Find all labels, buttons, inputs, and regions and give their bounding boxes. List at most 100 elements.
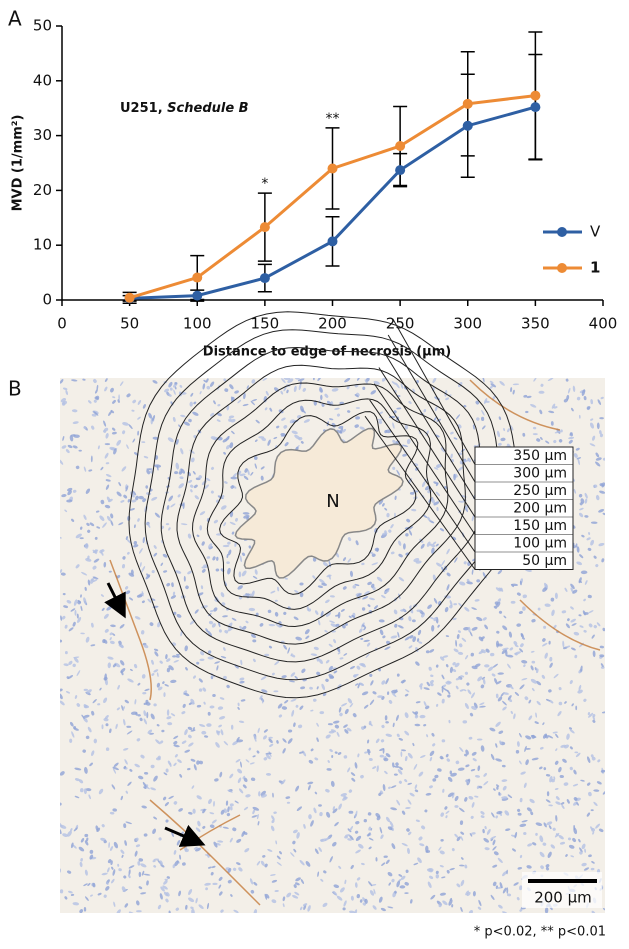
cell xyxy=(495,721,501,727)
cell xyxy=(454,795,459,802)
cell xyxy=(83,704,87,708)
cell xyxy=(189,401,193,407)
cell xyxy=(123,494,128,499)
cell xyxy=(568,727,573,730)
cell xyxy=(321,403,325,407)
cell xyxy=(267,848,273,852)
cell xyxy=(168,393,172,397)
cell xyxy=(452,792,455,799)
cell xyxy=(93,738,98,744)
cell xyxy=(427,516,431,522)
cell xyxy=(121,854,124,858)
cell xyxy=(595,457,602,461)
cell xyxy=(572,589,578,594)
cell xyxy=(135,495,139,501)
cell xyxy=(270,825,275,832)
cell xyxy=(274,599,278,602)
cell xyxy=(523,664,526,668)
cell xyxy=(583,698,587,702)
cell xyxy=(165,819,169,823)
cell xyxy=(230,418,236,423)
cell xyxy=(332,808,338,814)
leader-line xyxy=(373,383,476,535)
cell xyxy=(125,586,129,590)
cell xyxy=(338,706,342,713)
cell xyxy=(542,722,545,726)
cell xyxy=(74,695,78,699)
cell xyxy=(231,531,235,535)
cell xyxy=(502,887,507,894)
cell xyxy=(500,587,503,591)
cell xyxy=(471,692,475,699)
cell xyxy=(433,598,438,604)
cell xyxy=(322,561,329,567)
cell xyxy=(107,656,114,660)
cell xyxy=(127,499,131,503)
cell xyxy=(143,833,148,837)
cell xyxy=(138,495,144,500)
cell xyxy=(411,508,417,512)
cell xyxy=(401,842,408,847)
cell xyxy=(187,726,193,731)
cell xyxy=(172,655,177,658)
cell xyxy=(237,706,240,710)
cell xyxy=(428,520,435,524)
cell xyxy=(307,905,311,912)
cell xyxy=(310,820,314,827)
cell xyxy=(72,489,77,493)
cell xyxy=(488,666,494,672)
cell xyxy=(149,622,154,626)
cell xyxy=(451,848,455,852)
cell xyxy=(465,655,469,660)
cell xyxy=(61,445,67,449)
cell xyxy=(92,549,97,555)
cell xyxy=(355,540,359,546)
cell xyxy=(284,577,288,580)
cell xyxy=(400,609,406,612)
cell xyxy=(409,635,414,639)
cell xyxy=(591,910,596,913)
cell xyxy=(60,889,64,894)
cell xyxy=(441,566,445,573)
cell xyxy=(566,394,570,401)
cell xyxy=(283,425,288,429)
cell xyxy=(92,576,99,580)
cell xyxy=(454,833,459,838)
cell xyxy=(317,585,323,588)
significance-mark: * xyxy=(261,176,268,192)
cell xyxy=(120,849,125,854)
cell xyxy=(251,590,255,598)
cell xyxy=(434,467,439,470)
cell xyxy=(347,537,352,542)
cell xyxy=(329,856,333,863)
cell xyxy=(169,387,173,391)
cell xyxy=(80,632,85,635)
cell xyxy=(555,833,559,836)
cell xyxy=(178,471,182,475)
cell xyxy=(139,548,143,554)
cell xyxy=(354,909,358,913)
cell xyxy=(418,771,424,777)
cell xyxy=(334,821,339,827)
cell xyxy=(268,645,273,649)
cell xyxy=(566,645,571,648)
cell xyxy=(464,797,468,802)
cell xyxy=(558,701,563,706)
cell xyxy=(543,582,548,589)
cell xyxy=(145,574,151,580)
cell xyxy=(153,545,157,549)
cell xyxy=(332,806,335,811)
cell xyxy=(396,673,400,677)
cell xyxy=(326,768,332,771)
cell xyxy=(519,684,525,690)
cell xyxy=(283,644,288,650)
cell xyxy=(212,882,218,886)
cell xyxy=(117,863,120,867)
cell xyxy=(576,802,579,806)
cell xyxy=(124,699,129,704)
cell xyxy=(574,751,579,754)
cell xyxy=(142,498,147,503)
cell xyxy=(390,524,394,529)
cell xyxy=(150,598,156,601)
